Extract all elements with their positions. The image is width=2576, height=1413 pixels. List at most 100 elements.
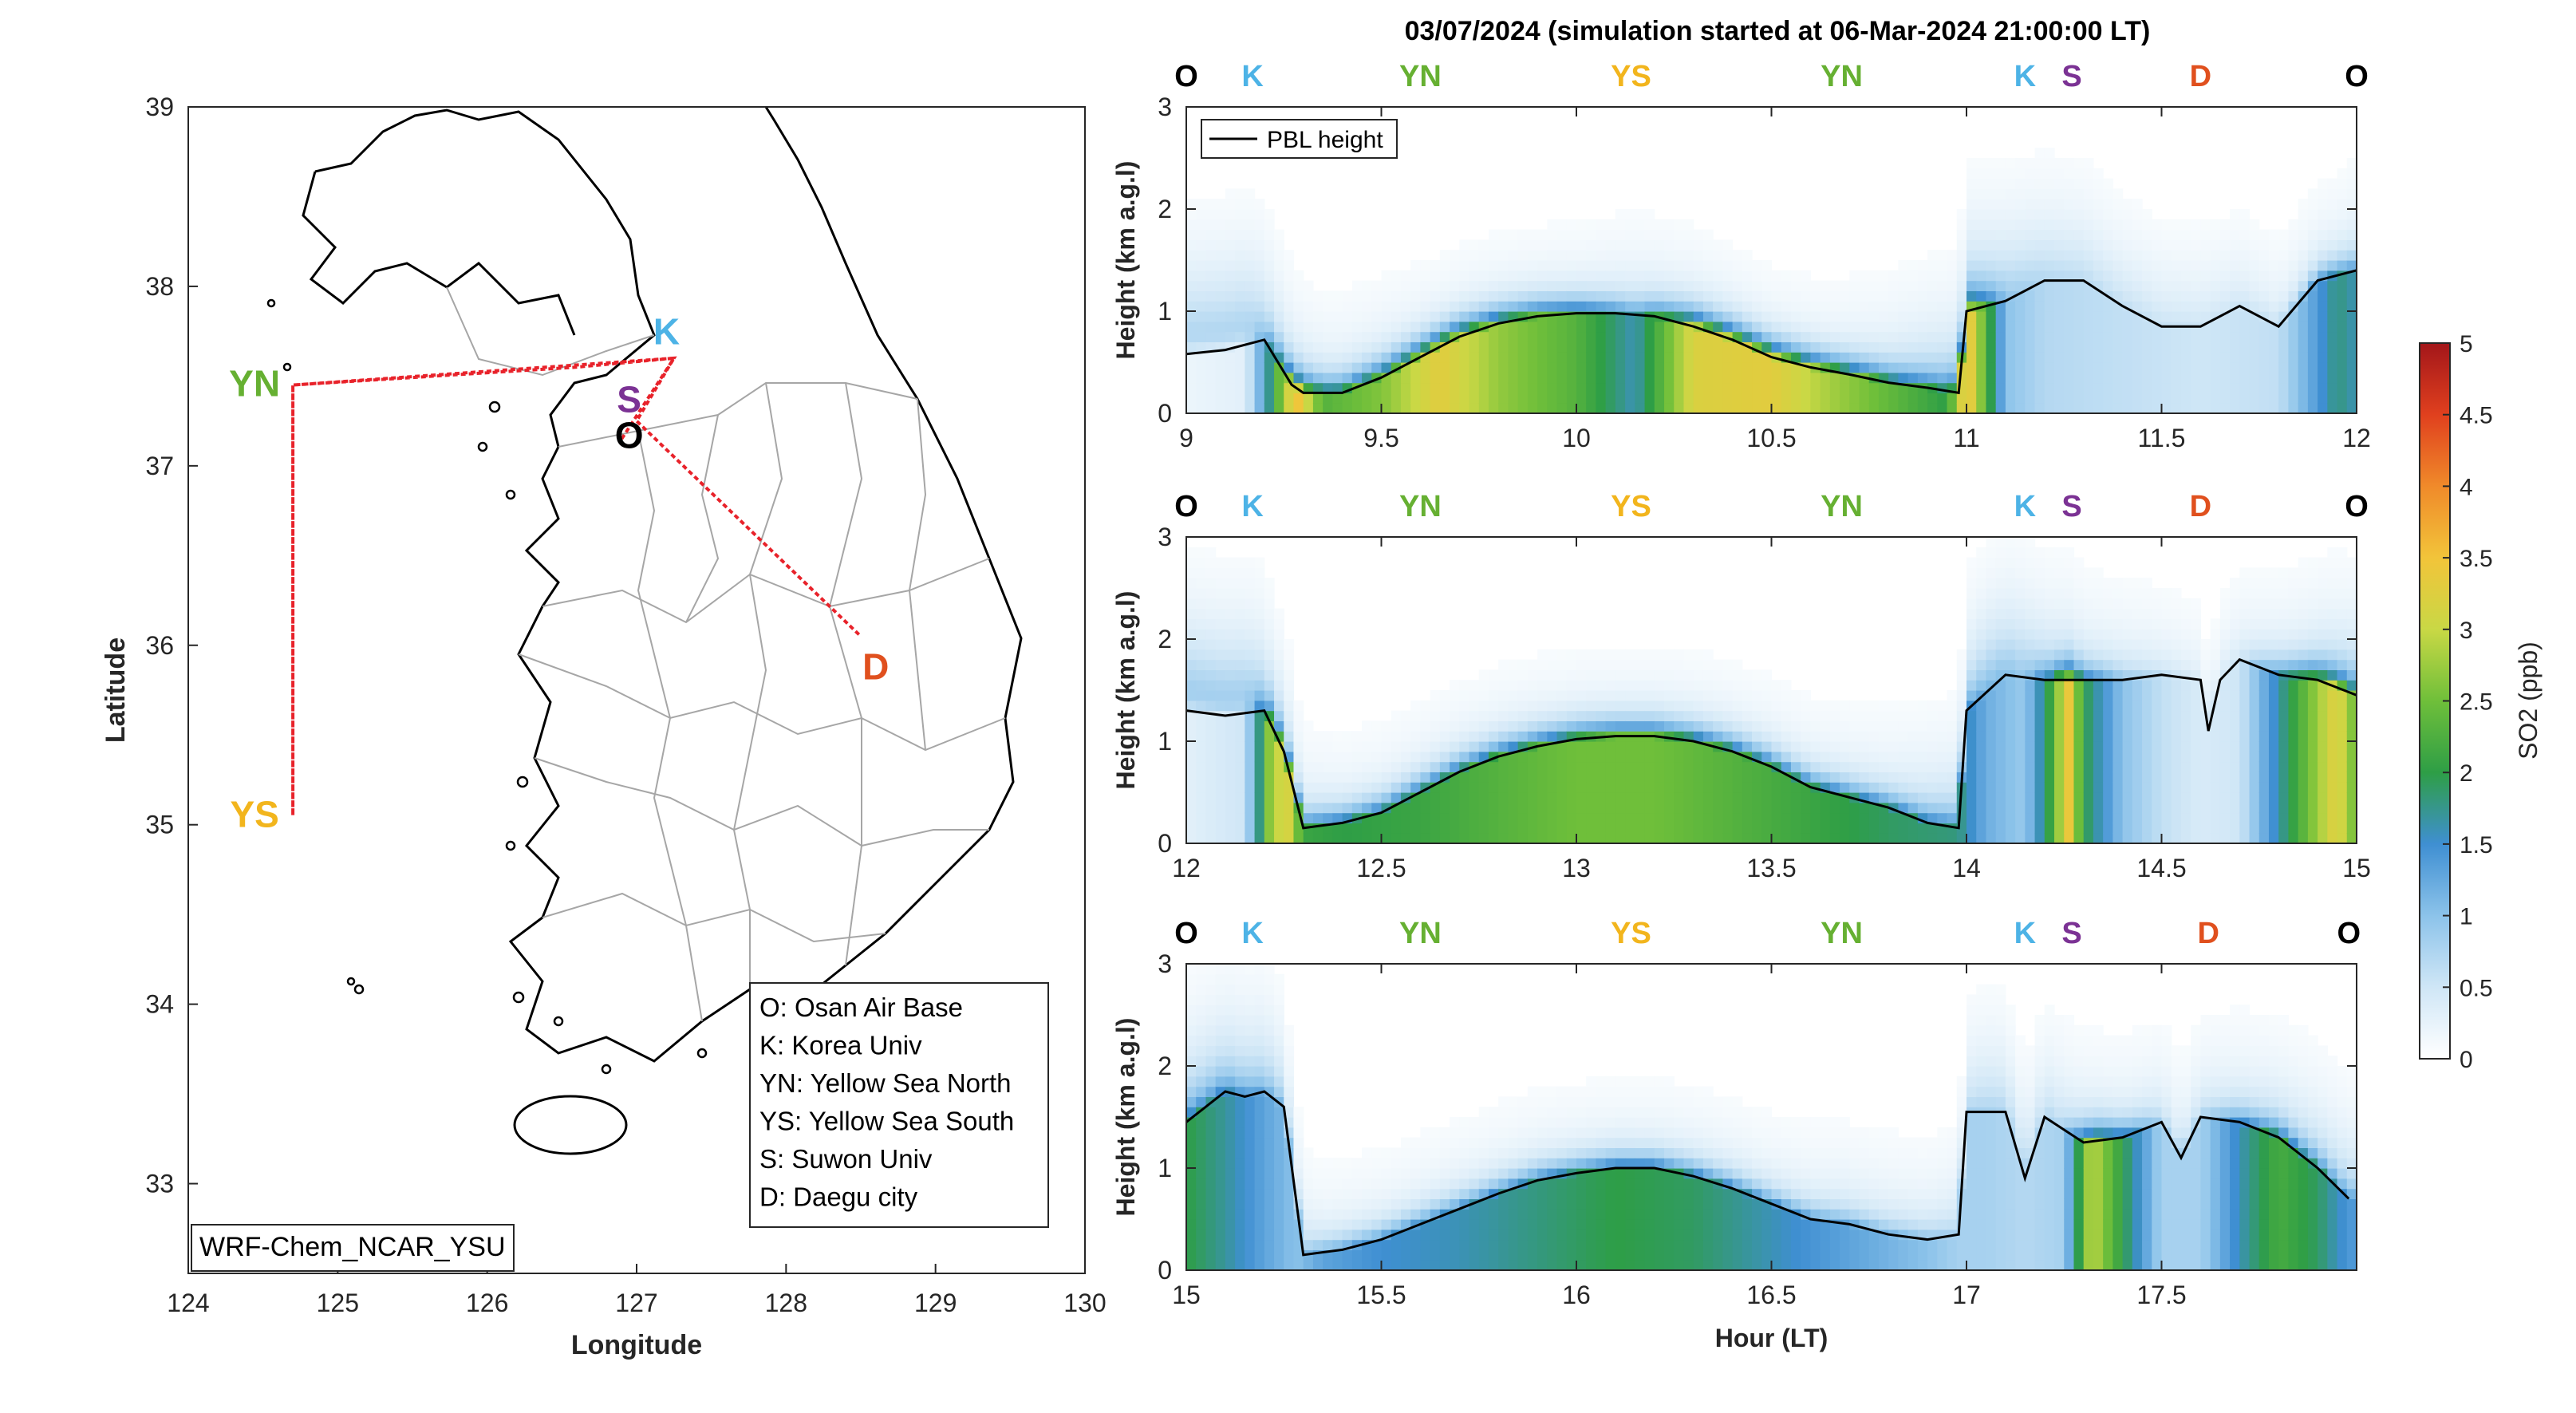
so2-cell: [2327, 618, 2338, 630]
so2-cell: [1967, 372, 1977, 384]
so2-cell: [2005, 761, 2016, 772]
so2-cell: [1967, 331, 1977, 342]
so2-cell: [1702, 761, 1714, 772]
so2-cell: [1976, 311, 1987, 322]
so2-cell: [1976, 331, 1987, 342]
so2-cell: [1186, 1147, 1197, 1158]
so2-cell: [1527, 659, 1538, 670]
so2-cell: [2054, 598, 2065, 610]
so2-cell: [2132, 578, 2143, 589]
so2-cell: [2210, 772, 2221, 783]
so2-cell: [2307, 710, 2318, 721]
so2-cell: [1742, 311, 1753, 322]
so2-cell: [1576, 393, 1587, 404]
so2-cell: [1186, 833, 1197, 843]
so2-cell: [2034, 547, 2045, 558]
so2-cell: [2161, 680, 2172, 691]
so2-cell: [1196, 260, 1207, 271]
so2-cell: [2152, 219, 2163, 231]
so2-cell: [2005, 608, 2016, 619]
so2-cell: [2327, 209, 2338, 220]
so2-cell: [1264, 209, 1275, 220]
so2-cell: [2093, 772, 2104, 783]
so2-cell: [1254, 403, 1265, 413]
so2-cell: [2337, 629, 2348, 640]
so2-cell: [1790, 280, 1801, 291]
so2-cell: [1498, 352, 1509, 363]
so2-cell: [1596, 321, 1607, 333]
so2-cell: [2122, 618, 2133, 630]
so2-cell: [2200, 362, 2211, 373]
so2-cell: [1752, 741, 1762, 752]
so2-cell: [1898, 270, 1909, 282]
so2-cell: [2200, 229, 2211, 240]
so2-cell: [1849, 280, 1860, 291]
so2-cell: [2103, 618, 2113, 630]
so2-cell: [1488, 280, 1499, 291]
so2-cell: [1820, 772, 1831, 783]
so2-cell: [1254, 260, 1265, 271]
so2-cell: [1450, 260, 1460, 271]
so2-cell: [1215, 1045, 1226, 1056]
so2-cell: [1459, 352, 1470, 363]
so2-cell: [1537, 229, 1548, 240]
so2-cell: [1976, 710, 1987, 721]
so2-cell: [1829, 321, 1840, 333]
so2-cell: [2258, 280, 2270, 291]
so2-cell: [1284, 280, 1295, 291]
so2-cell: [1235, 250, 1245, 261]
so2-cell: [2278, 639, 2290, 650]
so2-cell: [1225, 1107, 1236, 1118]
so2-cell: [1781, 720, 1792, 732]
so2-cell: [2161, 833, 2172, 843]
so2-cell: [1186, 199, 1197, 210]
so2-cell: [2191, 802, 2201, 814]
so2-cell: [1469, 680, 1480, 691]
so2-cell: [2015, 239, 2026, 251]
so2-cell: [1498, 372, 1509, 384]
so2-cell: [1771, 823, 1782, 834]
so2-cell: [2025, 761, 2036, 772]
so2-cell: [1381, 731, 1392, 742]
so2-cell: [1771, 362, 1782, 373]
so2-cell: [1196, 812, 1207, 823]
so2-cell: [2044, 618, 2055, 630]
so2-cell: [1664, 362, 1675, 373]
so2-cell: [1215, 301, 1226, 312]
so2-cell: [1810, 741, 1821, 752]
so2-cell: [1235, 802, 1245, 814]
so2-cell: [2337, 833, 2348, 843]
so2-cell: [1508, 782, 1519, 793]
so2-cell: [1478, 772, 1489, 783]
so2-cell: [2161, 690, 2172, 701]
so2-cell: [2034, 823, 2045, 834]
so2-cell: [1450, 403, 1460, 413]
so2-cell: [1293, 270, 1304, 282]
so2-cell: [1995, 823, 2006, 834]
so2-cell: [2219, 290, 2231, 302]
so2-cell: [2249, 772, 2260, 783]
so2-cell: [1625, 229, 1635, 240]
so2-cell: [2268, 680, 2279, 691]
so2-cell: [1225, 557, 1236, 568]
so2-cell: [1537, 782, 1548, 793]
so2-cell: [1849, 341, 1860, 353]
so2-cell: [2268, 362, 2279, 373]
so2-cell: [2219, 618, 2231, 630]
so2-cell: [1488, 341, 1499, 353]
so2-cell: [2083, 301, 2094, 312]
so2-cell: [1254, 690, 1265, 701]
so2-cell: [1810, 290, 1821, 302]
so2-cell: [1205, 280, 1217, 291]
so2-cell: [1722, 782, 1734, 793]
so2-cell: [1674, 782, 1685, 793]
so2-cell: [2044, 219, 2055, 231]
so2-cell: [1245, 782, 1256, 793]
so2-cell: [2044, 352, 2055, 363]
panel-station-k: K: [2014, 490, 2037, 523]
so2-cell: [2025, 537, 2036, 548]
so2-cell: [2152, 311, 2163, 322]
so2-cell: [1498, 393, 1509, 404]
so2-cell: [2307, 260, 2318, 271]
so2-cell: [1868, 812, 1880, 823]
